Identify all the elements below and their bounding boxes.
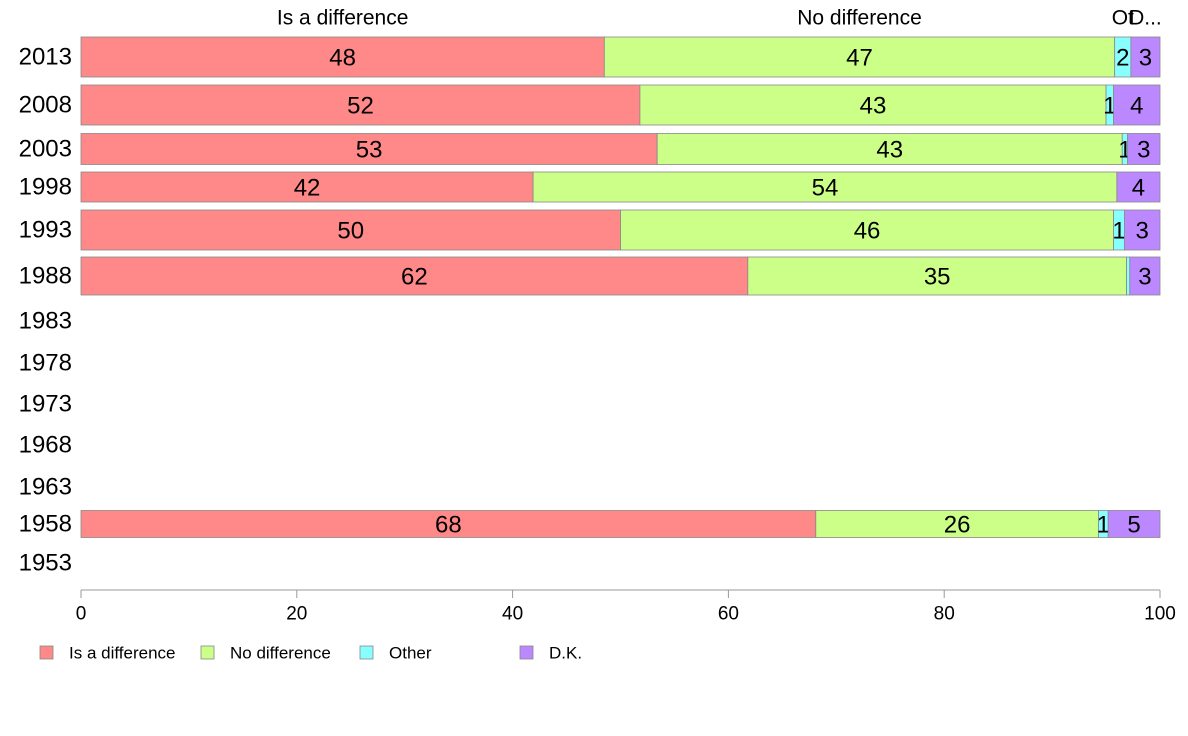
top-series-label: Is a difference [277, 7, 409, 30]
bar-segment [80, 209, 621, 251]
bar-segment [80, 256, 749, 296]
y-tick-label: 1963 [19, 474, 72, 501]
bar-segment [639, 84, 1107, 126]
y-tick-label: 1993 [19, 217, 72, 244]
y-tick-label: 1968 [19, 432, 72, 459]
bar-segment [1127, 133, 1161, 165]
legend-label: D.K. [549, 644, 582, 663]
x-tick-label: 80 [934, 604, 955, 625]
y-tick-label: 1973 [19, 391, 72, 418]
legend-swatch [39, 645, 54, 660]
bar-segment [747, 256, 1127, 296]
y-tick-label: 1978 [19, 350, 72, 377]
legend-label: Is a difference [69, 644, 175, 663]
y-tick-label: 1958 [19, 511, 72, 538]
bar-segment [1116, 171, 1161, 203]
bar-data-label: 26 [944, 512, 971, 539]
bar-segment [80, 133, 658, 165]
x-axis: 0 20 40 60 80 100 [76, 589, 1176, 625]
bar-segment [1123, 209, 1161, 251]
bar-data-label: 3 [1137, 137, 1150, 164]
y-axis: 2013 2008 2003 1998 1993 1988 1983 1978 1973 1968… [19, 44, 72, 577]
bar-data-label: 3 [1138, 264, 1151, 291]
bar-data-label: 1 [1097, 512, 1110, 539]
top-series-label: No difference [797, 7, 922, 30]
bar-data-label: 48 [329, 45, 356, 72]
bar-data-label: 42 [294, 175, 321, 202]
top-series-label: Ot [1112, 7, 1134, 30]
bar-segment [603, 36, 1116, 78]
bar-data-label: 47 [846, 45, 873, 72]
bar-data-label: 3 [1136, 218, 1149, 245]
bar-segment [815, 510, 1099, 538]
bar-segment [80, 510, 817, 538]
y-tick-label: 1983 [19, 308, 72, 335]
legend: Is a difference No difference Other D.K. [39, 644, 582, 663]
y-tick-label: 2003 [19, 136, 72, 163]
x-tick-label: 0 [76, 604, 87, 625]
bar-segment [80, 84, 641, 126]
y-tick-label: 1988 [19, 263, 72, 290]
bar-segment [656, 133, 1123, 165]
bar-data-label: 43 [876, 137, 903, 164]
legend-swatch [200, 645, 215, 660]
bar-segment [1113, 84, 1161, 126]
bar-data-label: 68 [435, 512, 462, 539]
bar-segment [620, 209, 1115, 251]
bar-data-label: 1 [1112, 218, 1125, 245]
legend-label: No difference [230, 644, 331, 663]
bar-data-label: 3 [1139, 45, 1152, 72]
bar-data-label: 50 [337, 218, 364, 245]
bar-data-label: 4 [1132, 175, 1145, 202]
x-tick-label: 40 [502, 604, 523, 625]
bar-segment [532, 171, 1118, 203]
bar-data-label: 52 [347, 93, 374, 120]
bar-segment [1130, 36, 1161, 78]
bar-data-label: 4 [1130, 93, 1143, 120]
bar-data-label: 2 [1116, 45, 1129, 72]
bar-segment [1126, 256, 1131, 296]
bar-segment [1129, 256, 1161, 296]
legend-swatch [359, 645, 374, 660]
y-tick-label: 2008 [19, 92, 72, 119]
x-tick-label: 100 [1144, 604, 1176, 625]
bar-data-label: 46 [854, 218, 881, 245]
bar-segment [1107, 510, 1161, 538]
legend-label: Other [389, 644, 432, 663]
bars: 48 47 2 352 43 1 453 43 1 342 54 450 46 1 362 35 368 26 1 5 [80, 36, 1161, 539]
top-series-label: D... [1129, 7, 1162, 30]
top-labels: Is a difference No difference OtD... [277, 7, 1162, 30]
bar-data-label: 5 [1127, 512, 1140, 539]
bar-data-label: 1 [1103, 93, 1116, 120]
bar-data-label: 35 [924, 264, 951, 291]
bar-data-label: 53 [356, 137, 383, 164]
bar-data-label: 62 [401, 264, 428, 291]
bar-segment [80, 171, 534, 203]
y-tick-label: 1998 [19, 174, 72, 201]
legend-swatch [519, 645, 534, 660]
x-tick-label: 60 [718, 604, 739, 625]
y-tick-label: 1953 [19, 550, 72, 577]
y-tick-label: 2013 [19, 44, 72, 71]
bar-data-label: 43 [860, 93, 887, 120]
x-tick-label: 20 [286, 604, 307, 625]
bar-data-label: 54 [812, 175, 839, 202]
